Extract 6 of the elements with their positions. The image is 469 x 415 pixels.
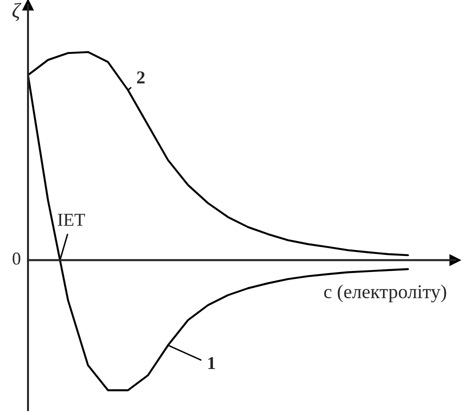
x-axis-title: c (електроліту) (324, 284, 446, 302)
annotation: IET (58, 214, 85, 226)
text: 0 (12, 252, 20, 265)
series-label: 2 (137, 71, 145, 84)
legend-label: 1 (208, 357, 215, 370)
y-axis-title: ζ (12, 2, 22, 22)
